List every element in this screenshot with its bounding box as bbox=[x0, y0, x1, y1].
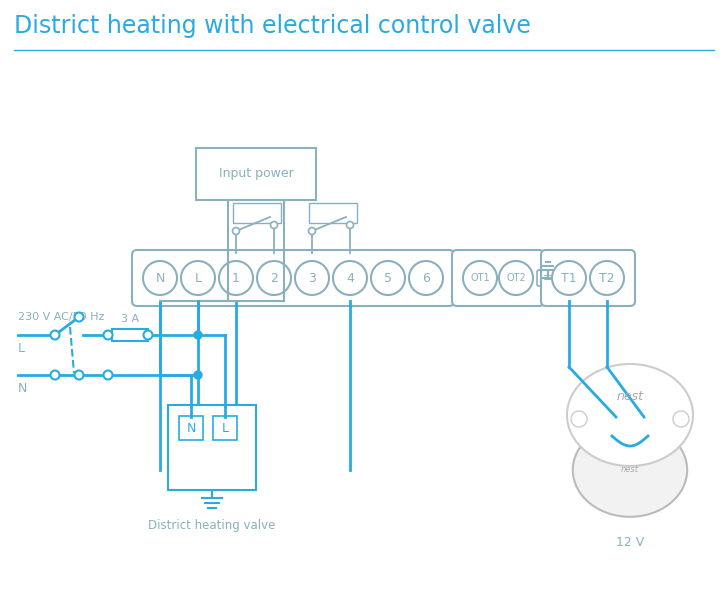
Circle shape bbox=[143, 261, 177, 295]
Circle shape bbox=[371, 261, 405, 295]
Text: 4: 4 bbox=[346, 271, 354, 285]
Text: 3: 3 bbox=[308, 271, 316, 285]
FancyBboxPatch shape bbox=[452, 250, 544, 306]
FancyBboxPatch shape bbox=[179, 416, 203, 440]
Text: 230 V AC/50 Hz: 230 V AC/50 Hz bbox=[18, 312, 104, 322]
Text: 1: 1 bbox=[232, 271, 240, 285]
FancyBboxPatch shape bbox=[213, 416, 237, 440]
Circle shape bbox=[219, 261, 253, 295]
Text: L: L bbox=[194, 271, 202, 285]
Bar bbox=[112, 329, 148, 341]
Text: nest: nest bbox=[617, 390, 644, 403]
Text: District heating valve: District heating valve bbox=[149, 519, 276, 532]
Text: 5: 5 bbox=[384, 271, 392, 285]
Text: OT1: OT1 bbox=[470, 273, 490, 283]
Circle shape bbox=[181, 261, 215, 295]
FancyBboxPatch shape bbox=[541, 250, 635, 306]
Circle shape bbox=[103, 371, 113, 380]
Circle shape bbox=[499, 261, 533, 295]
Ellipse shape bbox=[567, 364, 693, 466]
Circle shape bbox=[194, 331, 202, 339]
Circle shape bbox=[271, 222, 277, 229]
Text: ≡: ≡ bbox=[543, 273, 553, 283]
Circle shape bbox=[590, 261, 624, 295]
Ellipse shape bbox=[573, 423, 687, 517]
Circle shape bbox=[74, 312, 84, 321]
Circle shape bbox=[143, 330, 152, 340]
Circle shape bbox=[463, 261, 497, 295]
Bar bbox=[309, 203, 357, 223]
Text: 3 A: 3 A bbox=[121, 314, 139, 324]
Text: L: L bbox=[221, 422, 229, 434]
Bar bbox=[196, 148, 316, 200]
Circle shape bbox=[257, 261, 291, 295]
Circle shape bbox=[552, 261, 586, 295]
Text: T1: T1 bbox=[561, 271, 577, 285]
Circle shape bbox=[347, 222, 354, 229]
Circle shape bbox=[409, 261, 443, 295]
Circle shape bbox=[74, 371, 84, 380]
FancyBboxPatch shape bbox=[537, 270, 559, 286]
Text: Input power: Input power bbox=[218, 168, 293, 181]
Circle shape bbox=[673, 411, 689, 427]
Circle shape bbox=[295, 261, 329, 295]
Circle shape bbox=[103, 330, 113, 340]
Bar bbox=[233, 203, 281, 223]
Text: T2: T2 bbox=[599, 271, 615, 285]
Bar bbox=[168, 405, 256, 490]
Text: L: L bbox=[18, 343, 25, 355]
Circle shape bbox=[50, 371, 60, 380]
Text: 12 V: 12 V bbox=[616, 536, 644, 548]
Text: 2: 2 bbox=[270, 271, 278, 285]
Circle shape bbox=[571, 411, 587, 427]
FancyBboxPatch shape bbox=[132, 250, 454, 306]
Circle shape bbox=[194, 371, 202, 379]
Circle shape bbox=[50, 330, 60, 340]
Circle shape bbox=[309, 228, 315, 235]
Text: nest: nest bbox=[621, 466, 639, 475]
Text: 6: 6 bbox=[422, 271, 430, 285]
Circle shape bbox=[333, 261, 367, 295]
Text: N: N bbox=[155, 271, 165, 285]
Text: N: N bbox=[186, 422, 196, 434]
Text: N: N bbox=[18, 383, 28, 396]
Circle shape bbox=[232, 228, 240, 235]
Text: OT2: OT2 bbox=[506, 273, 526, 283]
Text: District heating with electrical control valve: District heating with electrical control… bbox=[14, 14, 531, 38]
